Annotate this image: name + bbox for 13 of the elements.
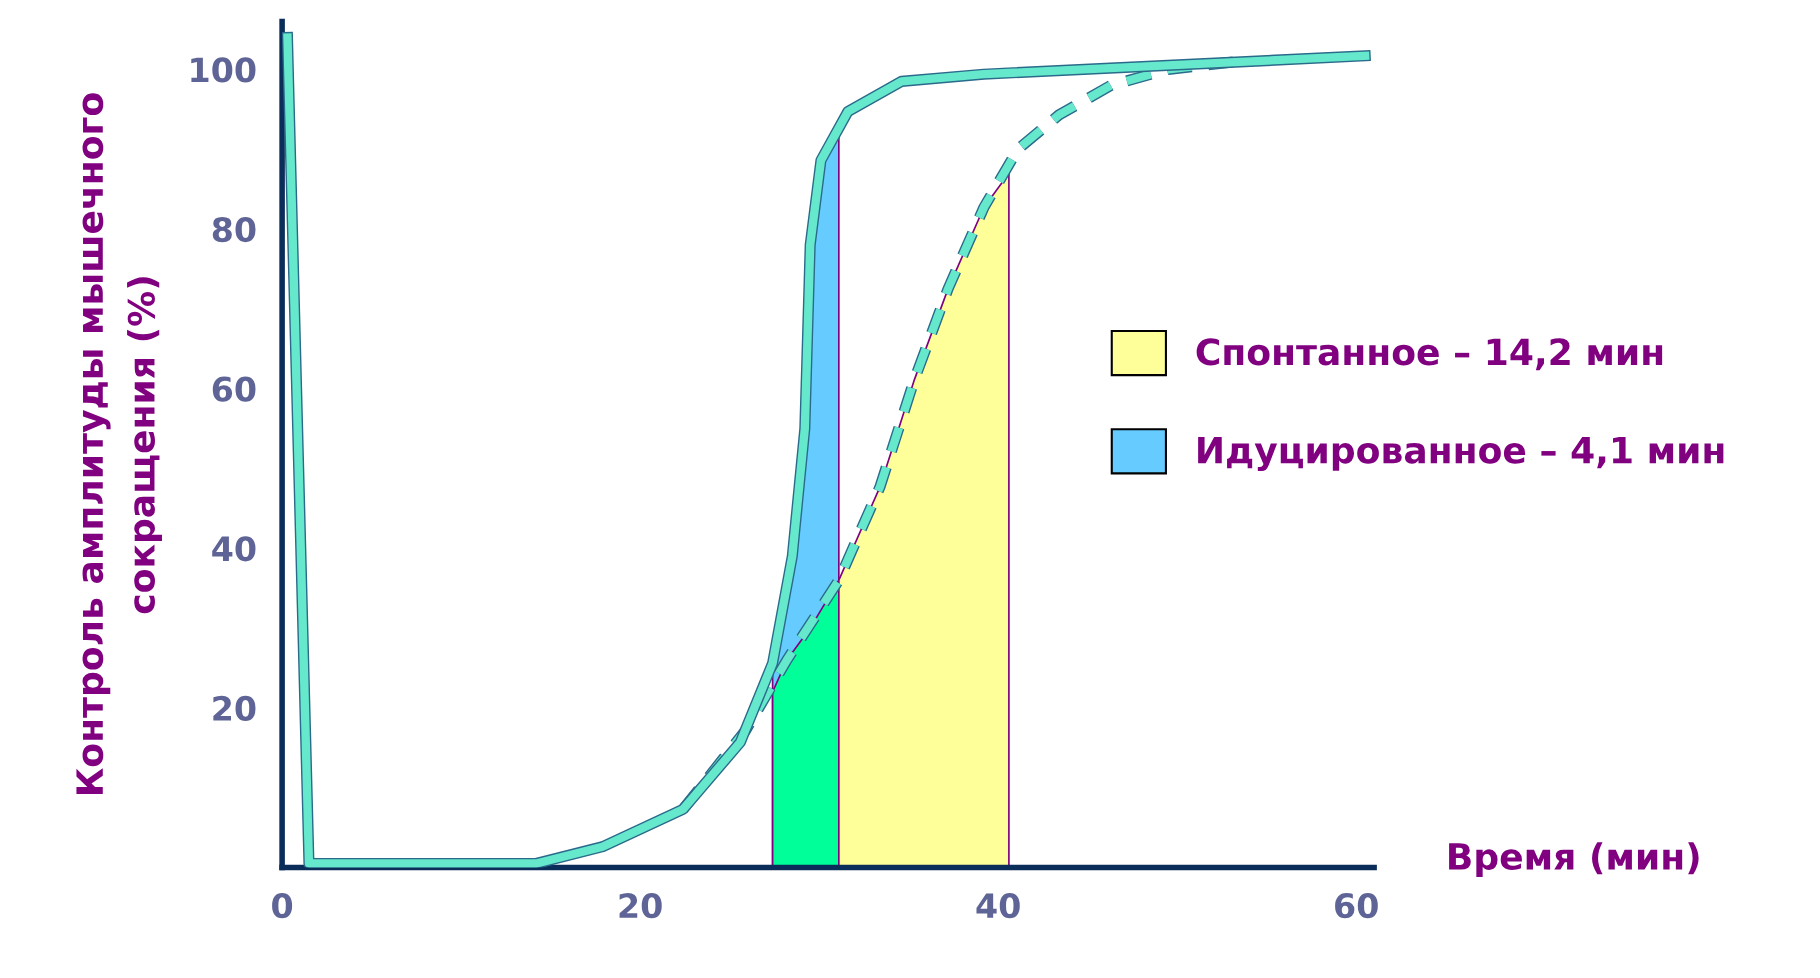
legend-label: Идуцированное – 4,1 мин xyxy=(1198,436,1724,472)
y-tick-label: 60 xyxy=(212,376,256,402)
y-tick-label: 20 xyxy=(213,695,256,722)
x-axis-title: Время (мин) xyxy=(1449,842,1699,878)
y-tick-label: 80 xyxy=(212,216,256,243)
x-tick-label: 60 xyxy=(1335,893,1378,919)
x-tick-label: 0 xyxy=(272,893,293,919)
x-tick-label: 20 xyxy=(619,893,662,919)
y-tick-label: 40 xyxy=(212,536,256,562)
y-tick-label: 100 xyxy=(191,57,256,83)
y-axis-title: Контроль амплитуды мышечного сокращения (%) xyxy=(76,93,162,794)
legend-label: Спонтанное – 14,2 мин xyxy=(1196,338,1663,371)
x-tick-label: 40 xyxy=(976,893,1020,919)
